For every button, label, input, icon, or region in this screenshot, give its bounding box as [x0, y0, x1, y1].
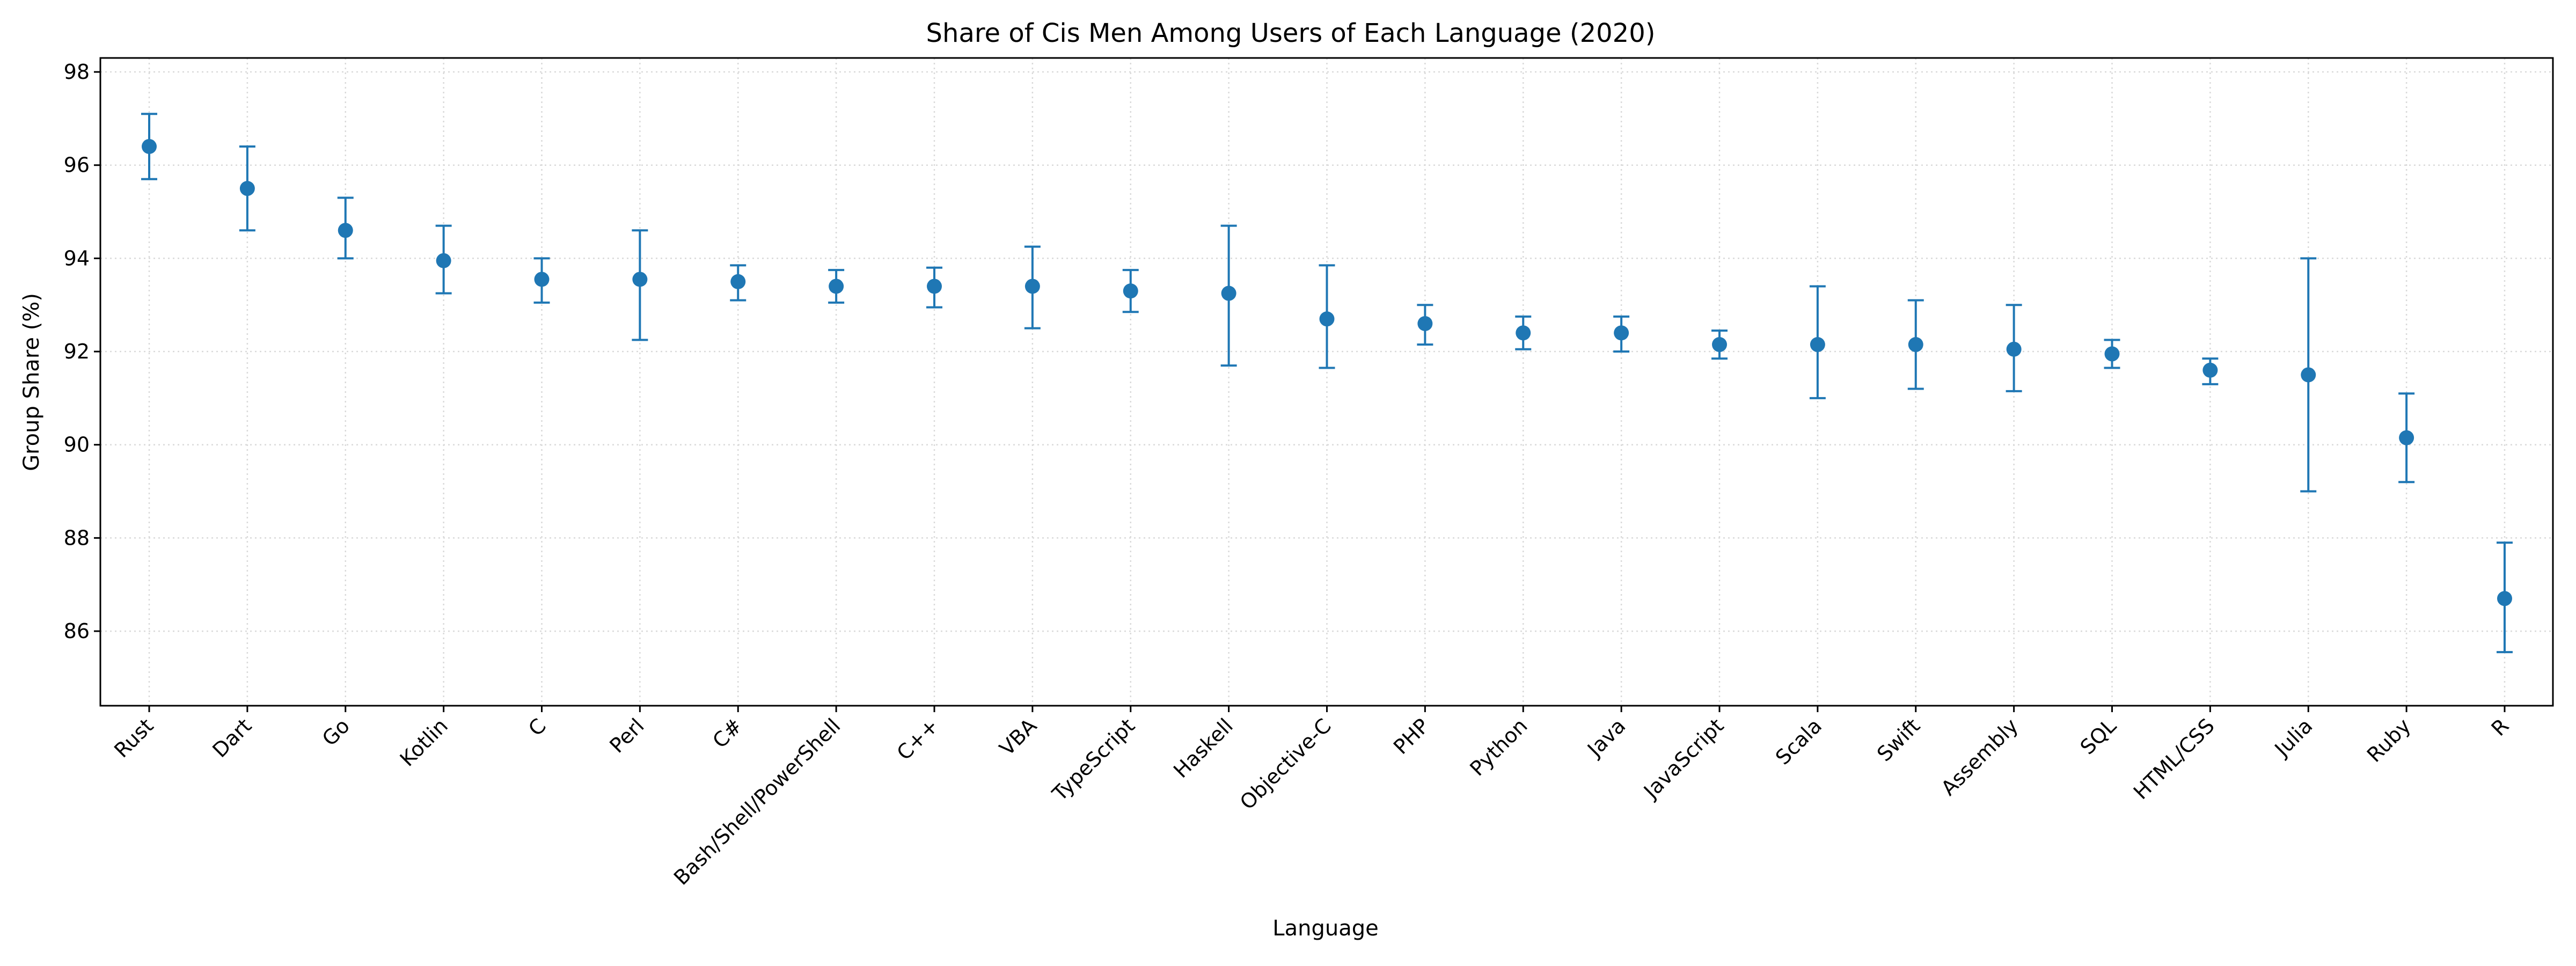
data-point: [1024, 279, 1040, 294]
y-tick-label: 94: [64, 246, 90, 270]
y-tick-label: 88: [64, 526, 90, 550]
data-point: [927, 279, 942, 294]
data-point: [1417, 316, 1433, 331]
data-point: [2202, 362, 2218, 378]
data-point: [1221, 286, 1236, 301]
data-point: [2301, 367, 2316, 383]
y-tick-label: 90: [64, 433, 90, 457]
y-axis: 86 88 90 92 94 96 98: [64, 60, 100, 643]
data-point: [1908, 337, 1923, 353]
data-point: [1810, 337, 1825, 353]
y-tick-label: 98: [64, 60, 90, 84]
data-point: [829, 279, 844, 294]
chart-title: Share of Cis Men Among Users of Each Lan…: [926, 18, 1656, 48]
data-point: [1712, 337, 1727, 353]
data-point: [2006, 341, 2022, 357]
data-point: [436, 253, 451, 268]
data-point: [1319, 311, 1335, 327]
data-point: [338, 223, 353, 238]
data-point: [142, 138, 157, 154]
data-point: [1614, 325, 1629, 341]
data-point: [1123, 283, 1138, 299]
data-point: [534, 272, 550, 287]
data-point: [2399, 430, 2414, 445]
data-point: [2104, 346, 2120, 362]
y-axis-label: Group Share (%): [19, 293, 44, 471]
y-tick-label: 86: [64, 619, 90, 643]
data-point: [2497, 591, 2512, 606]
data-point: [730, 274, 746, 289]
y-tick-label: 92: [64, 340, 90, 363]
data-points: [142, 138, 2512, 606]
data-point: [239, 181, 255, 196]
data-point: [632, 272, 648, 287]
y-tick-label: 96: [64, 153, 90, 177]
x-axis-label: Language: [1272, 916, 1378, 941]
grid: [100, 58, 2553, 706]
data-point: [1516, 325, 1531, 341]
